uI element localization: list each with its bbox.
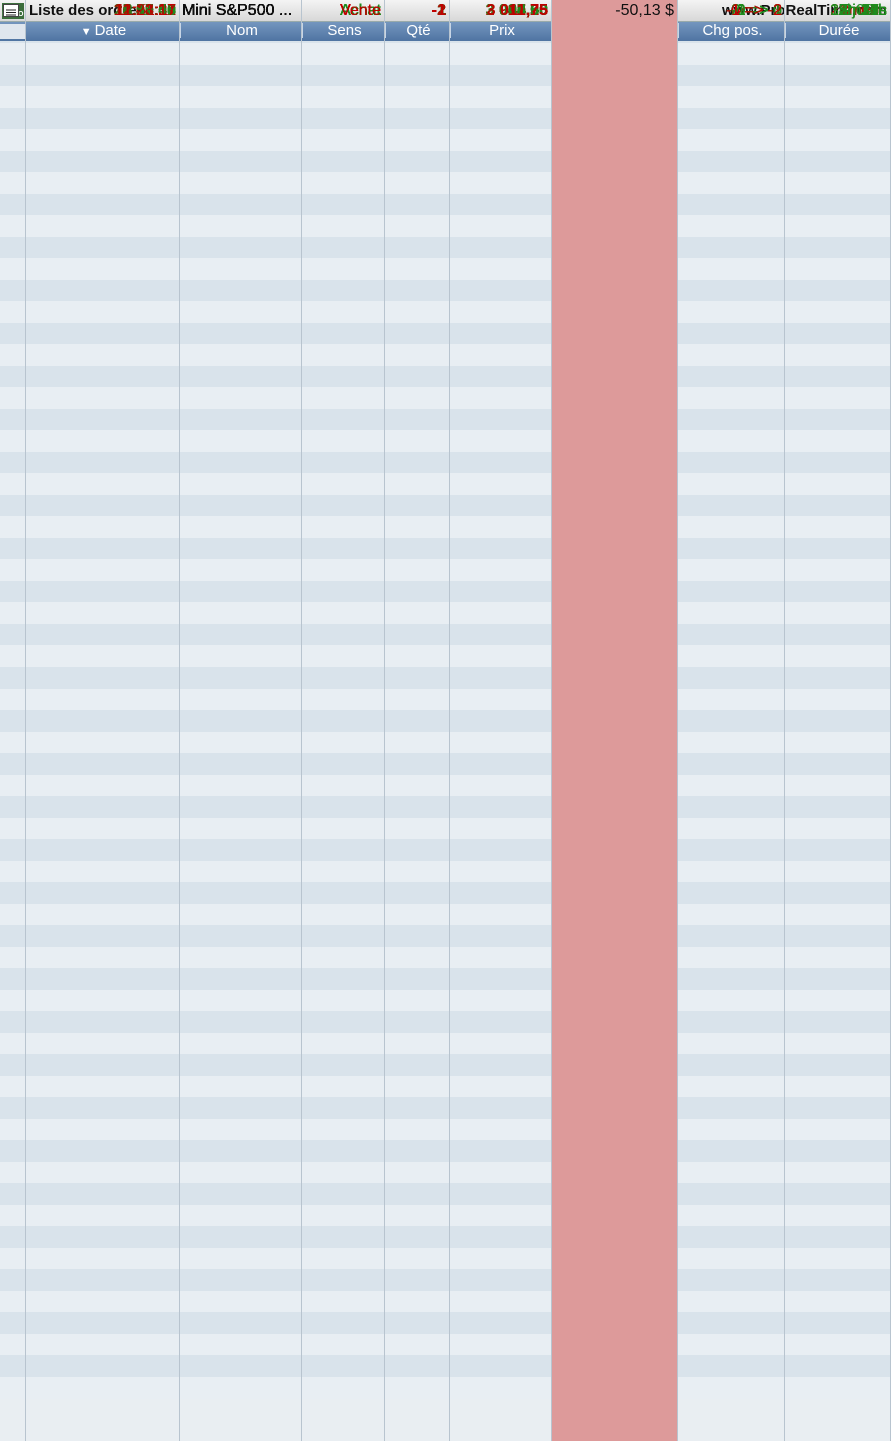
column-label: Nom: [226, 22, 258, 39]
cell: Mini S&P500 ...: [180, 0, 302, 1441]
icon-cell: [0, 0, 26, 1441]
cell: [552, 0, 678, 1441]
column-header: Durée: [785, 23, 891, 38]
cell: -1: [385, 0, 450, 1441]
cell: [785, 0, 891, 1441]
column-label: Sens: [327, 22, 362, 39]
column-header: Sens: [302, 23, 386, 38]
sort-arrow: ▼: [80, 26, 92, 38]
column-header: Prix: [450, 23, 553, 38]
cell: Vente: [302, 0, 385, 1441]
column-header: Nom: [180, 23, 303, 38]
column-label: Qté: [406, 22, 431, 39]
cell: -1 => -2: [678, 0, 785, 1441]
cell: 11:23:17: [25, 0, 180, 1441]
column-label: Prix: [489, 22, 515, 39]
site: www.ProRealTime.com: [721, 2, 887, 19]
column-label: Chg pos.: [702, 22, 763, 39]
title: Liste des ordres: [29, 2, 145, 19]
header-icon: [0, 24, 25, 39]
column-label: Durée: [818, 22, 860, 39]
cell: 3 011,75: [450, 0, 552, 1441]
column-header: Chg pos.: [678, 23, 786, 38]
column-label: Date: [94, 22, 127, 39]
column-header: Qté: [385, 23, 451, 38]
